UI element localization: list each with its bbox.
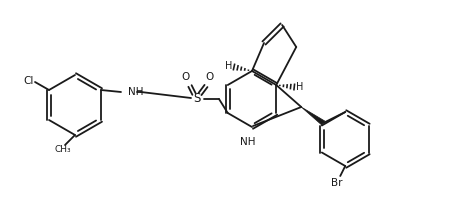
Text: H: H xyxy=(226,61,233,71)
Text: CH₃: CH₃ xyxy=(55,146,71,155)
Text: O: O xyxy=(206,72,214,82)
Text: S: S xyxy=(193,92,201,105)
Text: O: O xyxy=(182,72,190,82)
Text: Br: Br xyxy=(331,178,343,188)
Text: NH: NH xyxy=(128,87,144,97)
Text: H: H xyxy=(295,82,303,92)
Text: NH: NH xyxy=(240,137,256,147)
Polygon shape xyxy=(301,107,325,125)
Text: Cl: Cl xyxy=(24,76,34,86)
